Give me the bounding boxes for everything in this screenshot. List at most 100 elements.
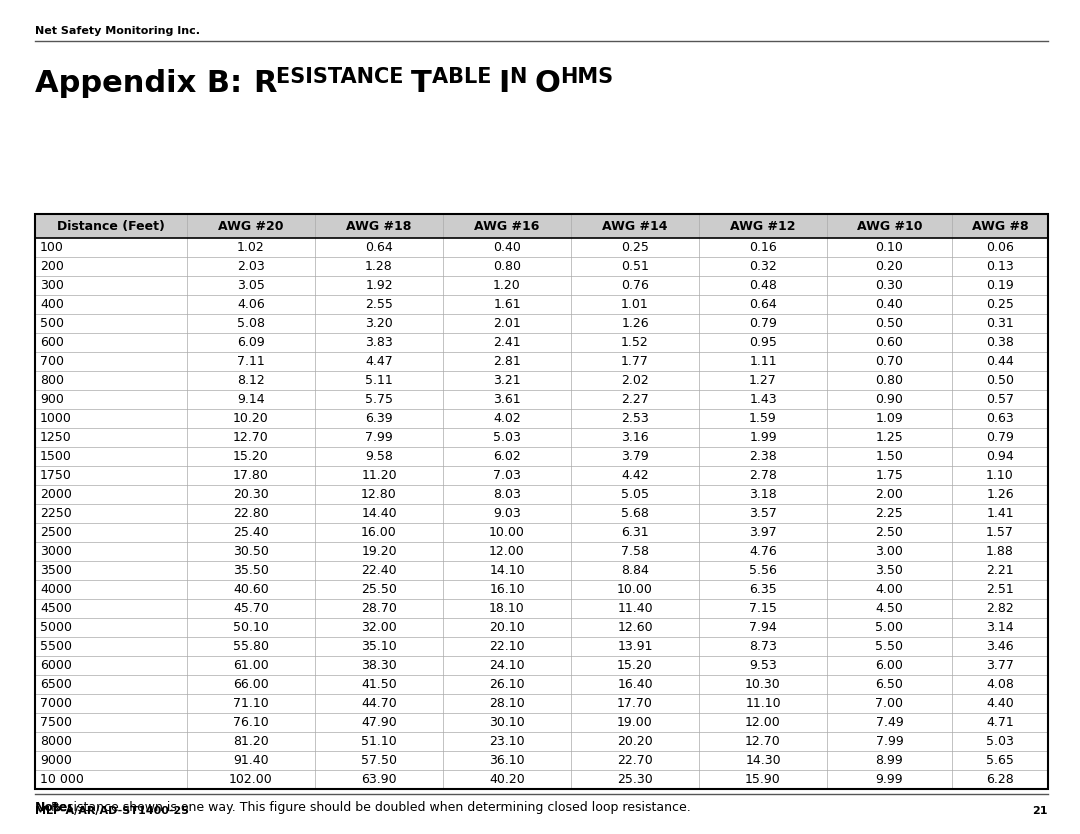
- Text: 25.30: 25.30: [617, 773, 653, 786]
- Text: 2.55: 2.55: [365, 298, 393, 311]
- Text: 0.90: 0.90: [876, 393, 904, 406]
- Text: 63.90: 63.90: [361, 773, 396, 786]
- Text: 3500: 3500: [40, 564, 72, 577]
- Text: 10.00: 10.00: [617, 583, 653, 596]
- Text: 0.80: 0.80: [492, 260, 521, 273]
- Text: 0.30: 0.30: [876, 279, 904, 292]
- Text: 2000: 2000: [40, 488, 72, 501]
- Text: 26.10: 26.10: [489, 678, 525, 691]
- Text: 4000: 4000: [40, 583, 72, 596]
- Text: 7.15: 7.15: [750, 602, 777, 615]
- Text: 5.11: 5.11: [365, 374, 393, 387]
- Text: 6500: 6500: [40, 678, 72, 691]
- Text: 5.68: 5.68: [621, 507, 649, 520]
- Text: 22.40: 22.40: [361, 564, 396, 577]
- Text: 2.51: 2.51: [986, 583, 1014, 596]
- Text: 1500: 1500: [40, 450, 72, 463]
- Text: O: O: [535, 69, 561, 98]
- Text: 7.49: 7.49: [876, 716, 903, 729]
- Text: 0.51: 0.51: [621, 260, 649, 273]
- Text: 0.64: 0.64: [365, 241, 393, 254]
- Text: 1750: 1750: [40, 469, 72, 482]
- Text: 20.10: 20.10: [489, 621, 525, 634]
- Text: 3.20: 3.20: [365, 317, 393, 330]
- Text: 700: 700: [40, 355, 64, 368]
- Text: 1.09: 1.09: [876, 412, 903, 425]
- Text: 1.57: 1.57: [986, 526, 1014, 539]
- Text: 0.38: 0.38: [986, 336, 1014, 349]
- Text: 9.14: 9.14: [238, 393, 265, 406]
- Text: 8.12: 8.12: [238, 374, 265, 387]
- Text: 1.25: 1.25: [876, 431, 903, 444]
- Text: 1.11: 1.11: [750, 355, 777, 368]
- Text: 3.05: 3.05: [238, 279, 265, 292]
- Text: 44.70: 44.70: [361, 697, 396, 710]
- Text: 16.40: 16.40: [617, 678, 652, 691]
- Text: 1.28: 1.28: [365, 260, 393, 273]
- Text: 38.30: 38.30: [361, 659, 396, 672]
- Text: 1.26: 1.26: [621, 317, 649, 330]
- Text: 0.25: 0.25: [986, 298, 1014, 311]
- Text: 0.64: 0.64: [750, 298, 777, 311]
- Text: 1.50: 1.50: [876, 450, 904, 463]
- Text: 2500: 2500: [40, 526, 72, 539]
- Text: 11.20: 11.20: [361, 469, 396, 482]
- Text: 13.91: 13.91: [618, 640, 652, 653]
- Text: 12.70: 12.70: [233, 431, 269, 444]
- Text: 45.70: 45.70: [233, 602, 269, 615]
- Text: 0.10: 0.10: [876, 241, 904, 254]
- Text: 7.99: 7.99: [876, 735, 903, 748]
- Text: 12.70: 12.70: [745, 735, 781, 748]
- Text: 32.00: 32.00: [361, 621, 396, 634]
- Text: 9000: 9000: [40, 754, 72, 767]
- Text: 3.57: 3.57: [750, 507, 777, 520]
- Text: 1.59: 1.59: [750, 412, 777, 425]
- Text: 1.99: 1.99: [750, 431, 777, 444]
- Text: 1250: 1250: [40, 431, 71, 444]
- Text: 5.03: 5.03: [986, 735, 1014, 748]
- Text: 17.70: 17.70: [617, 697, 653, 710]
- Text: 2.02: 2.02: [621, 374, 649, 387]
- Bar: [35, 214, 1048, 238]
- Text: 5.56: 5.56: [750, 564, 777, 577]
- Text: HMS: HMS: [561, 67, 613, 87]
- Text: Distance (Feet): Distance (Feet): [57, 219, 165, 233]
- Text: 57.50: 57.50: [361, 754, 397, 767]
- Bar: [35, 238, 1048, 789]
- Text: 9.99: 9.99: [876, 773, 903, 786]
- Text: 30.50: 30.50: [233, 545, 269, 558]
- Text: 6.02: 6.02: [494, 450, 521, 463]
- Text: Appendix B:: Appendix B:: [35, 69, 253, 98]
- Text: 4.00: 4.00: [876, 583, 904, 596]
- Text: 0.57: 0.57: [986, 393, 1014, 406]
- Text: 3.97: 3.97: [750, 526, 777, 539]
- Text: T: T: [411, 69, 432, 98]
- Text: 2.41: 2.41: [494, 336, 521, 349]
- Text: 20.20: 20.20: [617, 735, 653, 748]
- Text: 2.53: 2.53: [621, 412, 649, 425]
- Text: 8.99: 8.99: [876, 754, 903, 767]
- Text: 30.10: 30.10: [489, 716, 525, 729]
- Text: 35.50: 35.50: [233, 564, 269, 577]
- Text: 9.58: 9.58: [365, 450, 393, 463]
- Text: 20.30: 20.30: [233, 488, 269, 501]
- Text: 22.10: 22.10: [489, 640, 525, 653]
- Text: 0.63: 0.63: [986, 412, 1014, 425]
- Text: 7.11: 7.11: [238, 355, 265, 368]
- Text: 102.00: 102.00: [229, 773, 273, 786]
- Text: 21: 21: [1032, 806, 1048, 816]
- Text: 0.16: 0.16: [750, 241, 777, 254]
- Text: 6.50: 6.50: [876, 678, 904, 691]
- Text: 3.00: 3.00: [876, 545, 904, 558]
- Text: 1.01: 1.01: [621, 298, 649, 311]
- Text: 15.20: 15.20: [617, 659, 653, 672]
- Text: 0.44: 0.44: [986, 355, 1014, 368]
- Text: 12.00: 12.00: [489, 545, 525, 558]
- Text: 40.20: 40.20: [489, 773, 525, 786]
- Text: 3000: 3000: [40, 545, 72, 558]
- Text: 4500: 4500: [40, 602, 72, 615]
- Text: 3.16: 3.16: [621, 431, 649, 444]
- Text: 0.25: 0.25: [621, 241, 649, 254]
- Text: 55.80: 55.80: [233, 640, 269, 653]
- Text: 0.50: 0.50: [876, 317, 904, 330]
